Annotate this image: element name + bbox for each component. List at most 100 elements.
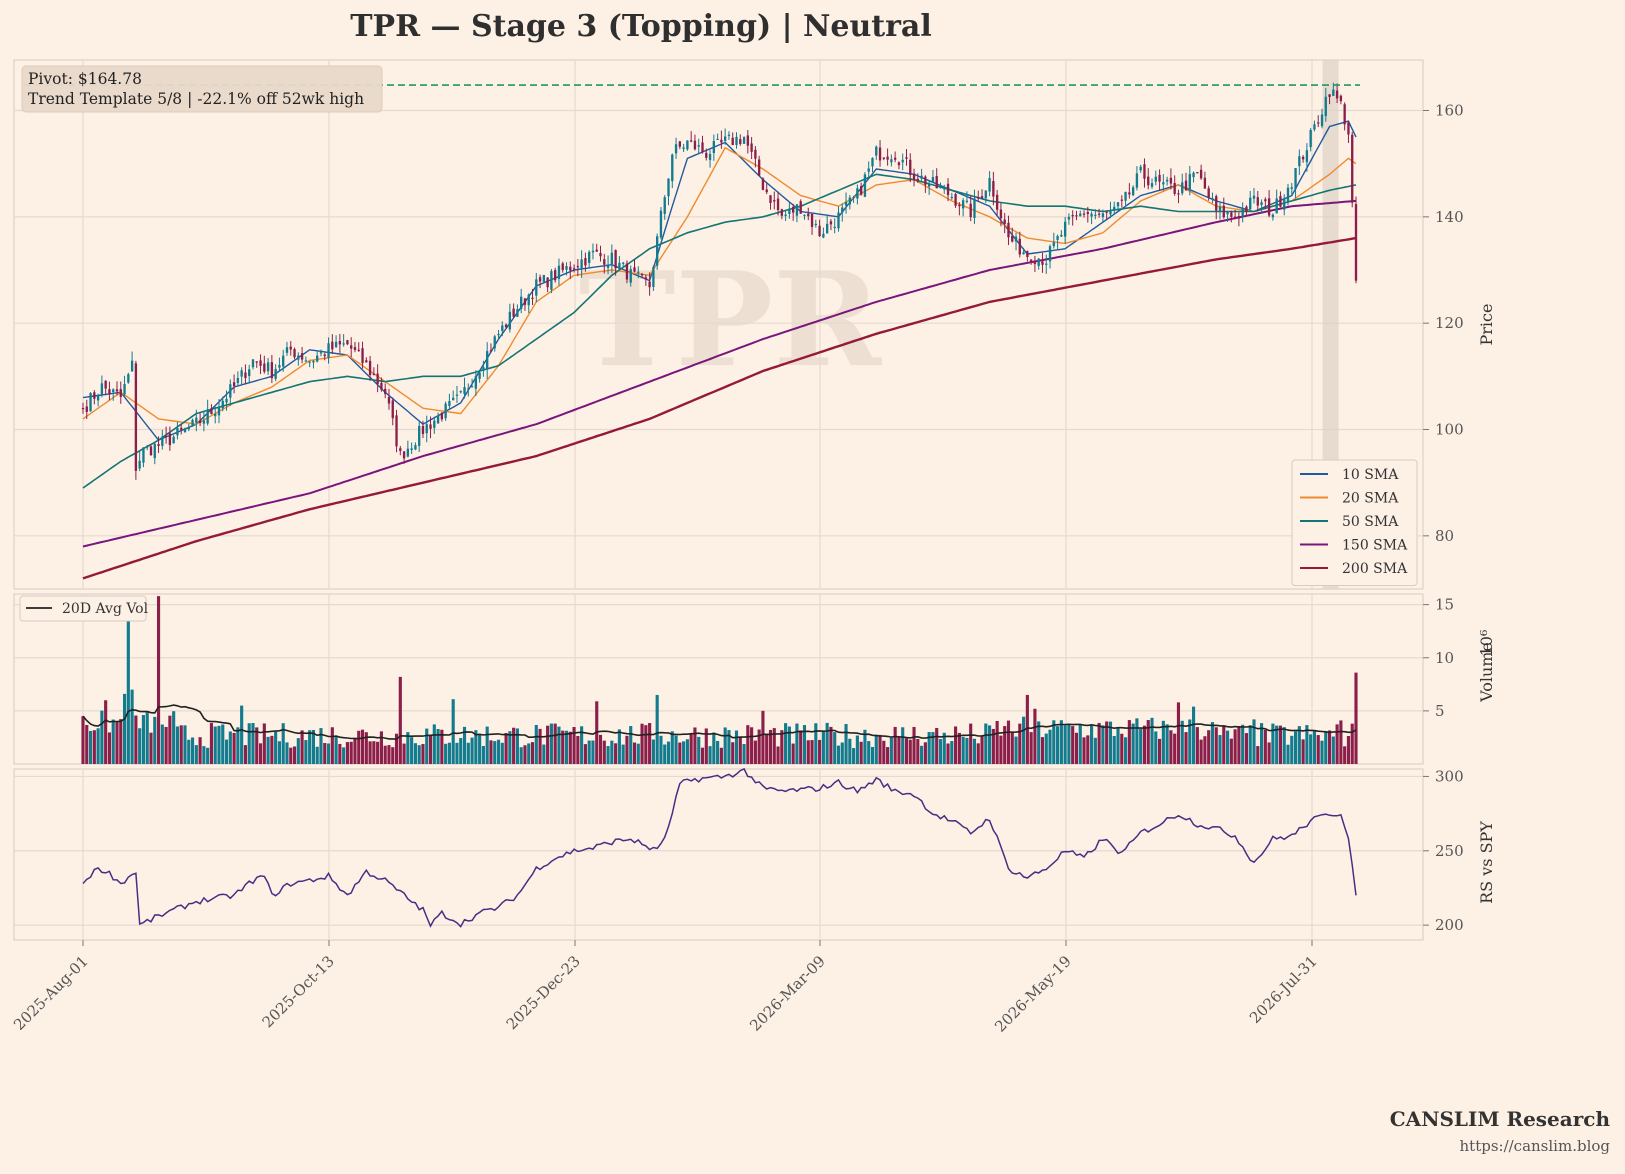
- candle-body: [285, 347, 289, 353]
- candles: [81, 82, 1358, 480]
- candle-body: [705, 152, 708, 158]
- candle-body: [992, 181, 995, 197]
- volume-bar: [512, 727, 516, 764]
- volume-bar: [410, 737, 414, 764]
- volume-bar: [115, 721, 119, 764]
- candle-body: [1041, 261, 1044, 265]
- volume-bar: [1210, 722, 1215, 764]
- candle-body: [999, 209, 1003, 219]
- volume-bar: [183, 725, 187, 764]
- candle-body: [1101, 213, 1105, 218]
- volume-bar: [504, 732, 508, 764]
- candle-body: [259, 360, 262, 366]
- rs-tick-label: 300: [1435, 767, 1464, 785]
- candle-body: [104, 380, 107, 389]
- candle-body: [387, 397, 391, 404]
- candle-body: [266, 362, 270, 372]
- volume-bar: [1207, 730, 1211, 764]
- candle-body: [338, 341, 342, 345]
- volume-bar: [1006, 720, 1011, 764]
- candle-body: [342, 343, 345, 345]
- candle-body: [240, 370, 243, 377]
- volume-bar: [780, 730, 784, 764]
- candle-body: [1162, 182, 1165, 185]
- volume-bar: [1105, 721, 1109, 764]
- volume-bar: [462, 726, 467, 764]
- candle-body: [761, 178, 765, 190]
- candle-body: [304, 360, 308, 362]
- candle-body: [837, 212, 840, 229]
- candle-body: [863, 174, 867, 197]
- candle-body: [769, 195, 772, 204]
- candle-body: [1079, 213, 1082, 217]
- volume-bar: [496, 739, 501, 764]
- volume-bar: [122, 693, 127, 764]
- rs-tick-label: 250: [1435, 842, 1464, 860]
- volume-bar: [274, 731, 278, 764]
- candle-body: [1105, 211, 1108, 213]
- volume-bar: [708, 746, 712, 764]
- volume-legend-label: 20D Avg Vol: [62, 601, 149, 617]
- volume-bar: [1225, 730, 1230, 764]
- volume-bar: [844, 724, 848, 764]
- volume-bar: [776, 746, 780, 764]
- candle-body: [112, 389, 115, 393]
- candle-body: [1335, 90, 1339, 99]
- candle-body: [516, 309, 519, 317]
- candle-body: [1037, 258, 1040, 266]
- volume-bar: [1214, 727, 1218, 764]
- candle-body: [1131, 187, 1135, 196]
- volume-bar: [168, 715, 172, 764]
- volume-bar: [88, 730, 93, 764]
- volume-bar: [863, 729, 867, 764]
- candle-body: [674, 144, 678, 154]
- volume-bar: [1324, 731, 1328, 764]
- candle-body: [572, 268, 576, 270]
- rs-axis-label: RS vs SPY: [1477, 821, 1496, 904]
- price-panel: [13, 59, 1424, 590]
- volume-bar: [145, 711, 149, 764]
- candle-body: [293, 349, 296, 358]
- candle-body: [1199, 169, 1203, 179]
- volume-bar: [436, 729, 440, 764]
- recent-highlight: [1322, 60, 1339, 589]
- volume-bar: [413, 743, 417, 764]
- candle-body: [723, 136, 727, 141]
- volume-bar: [1044, 733, 1048, 764]
- candle-body: [746, 135, 750, 146]
- volume-bar: [957, 732, 961, 764]
- candle-body: [297, 355, 300, 360]
- volume-bar: [787, 726, 791, 764]
- candle-body: [365, 360, 368, 363]
- volume-bar: [270, 735, 274, 764]
- volume-bar: [1320, 740, 1324, 764]
- candle-body: [486, 351, 489, 370]
- sma200-line: [82, 236, 1357, 580]
- candle-body: [841, 207, 844, 213]
- volume-bar: [1029, 732, 1033, 764]
- candle-body: [384, 388, 387, 395]
- candle-body: [1313, 124, 1316, 130]
- volume-bar: [833, 732, 837, 764]
- volume-bar: [750, 727, 754, 764]
- candle-body: [708, 153, 712, 161]
- volume-bar: [976, 743, 980, 764]
- price-tick-label: 140: [1435, 208, 1464, 226]
- candle-body: [924, 176, 927, 185]
- candle-body: [198, 420, 202, 424]
- rs-panel: [13, 768, 1424, 941]
- candle-body: [433, 420, 436, 428]
- candle-body: [848, 197, 851, 205]
- volume-bar: [942, 732, 946, 764]
- candle-body: [652, 266, 655, 287]
- candle-body: [350, 345, 353, 349]
- sma-lines: [82, 120, 1357, 580]
- volume-bar: [96, 728, 100, 764]
- volume-bar: [655, 694, 659, 764]
- candle-body: [1165, 179, 1169, 182]
- volume-bar: [1082, 737, 1086, 764]
- volume-bar: [357, 730, 361, 764]
- volume-bar: [1090, 724, 1094, 764]
- candle-body: [81, 407, 85, 410]
- x-tick-label: 2025-Dec-23: [503, 952, 584, 1033]
